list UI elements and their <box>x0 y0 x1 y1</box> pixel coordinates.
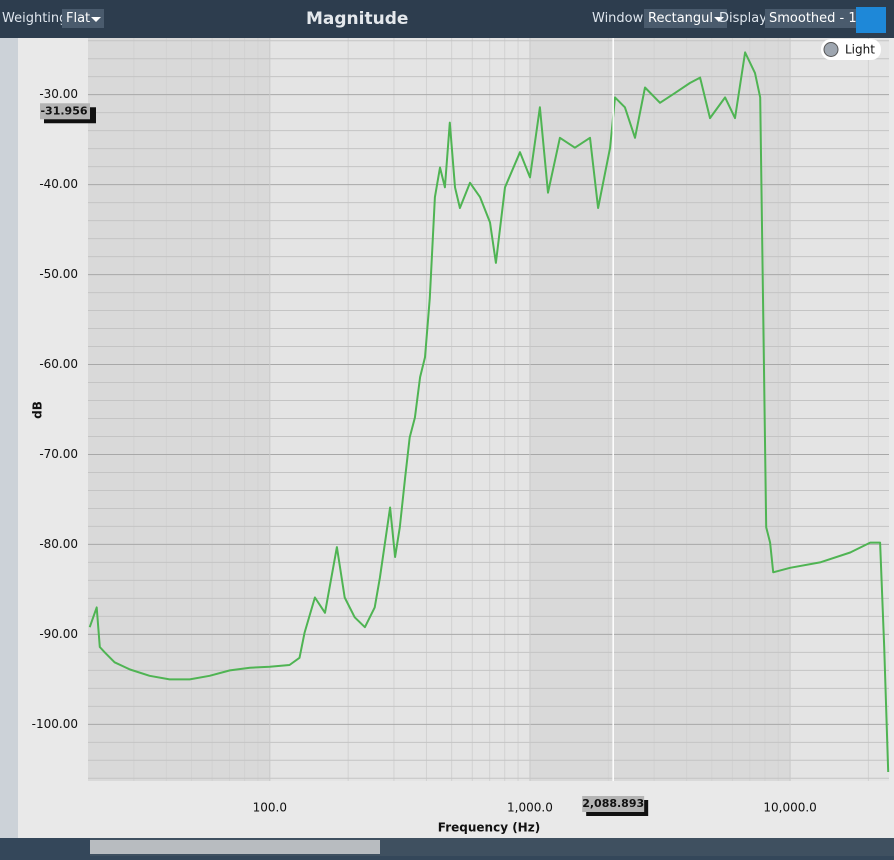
window-label: Window: <box>592 11 647 26</box>
window-dropdown[interactable]: Rectangul <box>644 9 727 28</box>
display-dropdown[interactable]: Smoothed - 1 <box>765 9 871 28</box>
x-tick-label: 1,000.0 <box>507 801 553 815</box>
x-tick-label: 10,000.0 <box>763 801 816 815</box>
h-scroll-thumb[interactable] <box>90 840 380 854</box>
decade-band <box>269 38 530 781</box>
y-tick-label: -90.00 <box>39 627 78 641</box>
y-tick-label: -70.00 <box>39 447 78 461</box>
toggle-knob <box>823 42 839 57</box>
y-axis-label: dB <box>31 401 45 419</box>
x-axis-label: Frequency (Hz) <box>438 821 540 835</box>
toolbar: Weighting: Flat Magnitude Window: Rectan… <box>0 0 894 38</box>
settings-button[interactable] <box>856 7 886 33</box>
display-label: Display: <box>719 11 771 26</box>
y-tick-label: -30.00 <box>39 87 78 101</box>
cursor-y-box <box>40 103 90 120</box>
cursor-x-label: 2,088.893 <box>582 797 644 810</box>
y-tick-label: -50.00 <box>39 267 78 281</box>
cursor-x-box <box>582 796 645 812</box>
v-scrollbar[interactable] <box>0 38 18 838</box>
cursor-y-label: -31.956 <box>40 104 87 117</box>
y-tick-label: -60.00 <box>39 357 78 371</box>
title: Magnitude <box>306 9 409 29</box>
toggle-label: Light <box>845 43 875 57</box>
y-tick-label: -80.00 <box>39 537 78 551</box>
decade-band <box>88 38 270 781</box>
weighting-label: Weighting: <box>2 11 72 26</box>
spectrum-line <box>88 51 890 773</box>
weighting-dropdown[interactable]: Flat <box>62 9 105 28</box>
y-tick-label: -40.00 <box>39 177 78 191</box>
x-tick-label: 100.0 <box>253 801 287 815</box>
decade-band <box>529 38 791 781</box>
y-tick-label: -100.00 <box>32 717 78 731</box>
decade-band <box>790 38 889 781</box>
